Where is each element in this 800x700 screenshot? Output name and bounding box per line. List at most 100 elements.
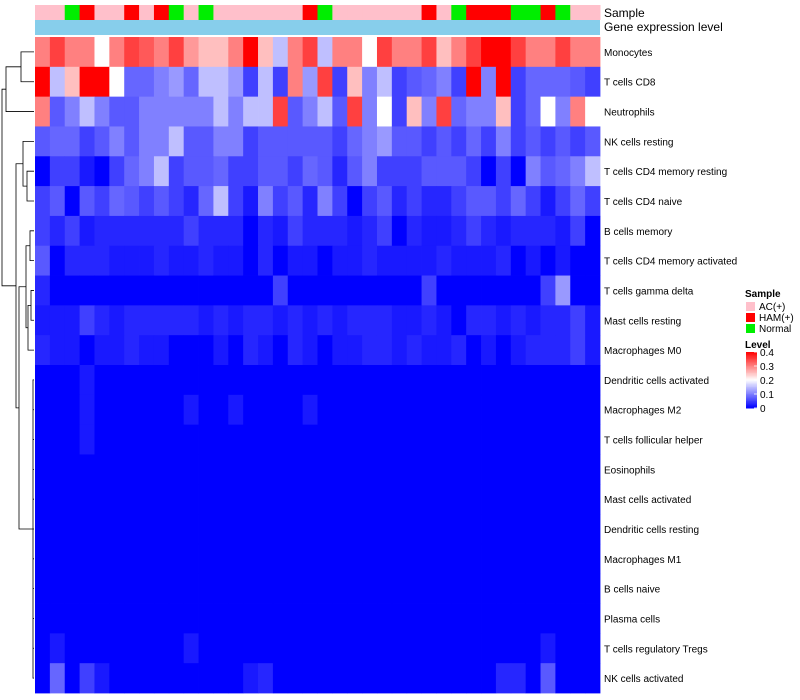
heatmap-cell: [406, 543, 422, 575]
heatmap-cell: [124, 573, 140, 604]
heatmap-cell: [317, 66, 333, 98]
heatmap-cell: [302, 126, 318, 157]
heatmap-cell: [332, 424, 348, 455]
heatmap-cell: [421, 305, 437, 336]
heatmap-cell: [540, 126, 556, 157]
heatmap-cell: [79, 215, 95, 247]
heatmap-cell: [466, 156, 482, 187]
heatmap-cell: [258, 96, 274, 127]
legend-level-gradient-step: [746, 387, 757, 389]
heatmap-cell: [258, 424, 274, 455]
heatmap-cell: [79, 573, 95, 604]
heatmap-cell: [570, 275, 586, 306]
heatmap-cell: [510, 245, 527, 276]
row-label: B cells memory: [604, 227, 672, 238]
heatmap-cell: [317, 514, 333, 545]
heatmap-cell: [391, 156, 408, 187]
heatmap-cell: [198, 215, 214, 247]
heatmap-cell: [406, 603, 422, 634]
heatmap-cell: [302, 186, 318, 217]
dendrogram-branch: [1, 88, 16, 287]
sample-annotation-cell: [436, 5, 452, 20]
sample-annotation-cell: [525, 5, 542, 20]
heatmap-cell: [406, 335, 422, 366]
heatmap-cell: [391, 275, 408, 306]
heatmap-cell: [391, 514, 408, 545]
heatmap-cell: [302, 156, 318, 187]
legend-level-tick-label: 0.1: [760, 390, 774, 401]
heatmap-cell: [555, 484, 571, 515]
heatmap-cell: [362, 663, 378, 694]
heatmap-cell: [570, 484, 586, 515]
heatmap-cell: [570, 37, 586, 68]
heatmap-cell: [64, 514, 81, 545]
heatmap-cell: [585, 603, 601, 634]
heatmap-cell: [198, 514, 214, 545]
heatmap-cell: [362, 603, 378, 634]
heatmap-cell: [198, 663, 214, 694]
heatmap-cell: [213, 37, 229, 68]
heatmap-cell: [302, 573, 318, 604]
heatmap-cell: [139, 663, 155, 694]
sample-annotation-cell: [168, 5, 185, 20]
heatmap-cell: [243, 335, 259, 366]
heatmap-cell: [228, 96, 244, 127]
heatmap-cell: [243, 454, 259, 485]
heatmap-cell: [585, 633, 601, 664]
heatmap-cell: [124, 663, 140, 694]
heatmap-cell: [481, 633, 497, 664]
heatmap-cell: [406, 66, 422, 98]
heatmap-cell: [481, 275, 497, 306]
heatmap-cell: [243, 603, 259, 634]
heatmap-cell: [510, 663, 527, 694]
heatmap-cell: [466, 543, 482, 575]
heatmap-cell: [362, 573, 378, 604]
legend-level-gradient-step: [746, 399, 757, 402]
sample-annotation-cell: [347, 5, 363, 20]
heatmap-cell: [495, 215, 512, 247]
heatmap-cell: [376, 484, 393, 515]
heatmap-cell: [139, 543, 155, 575]
heatmap-cell: [540, 663, 556, 694]
heatmap-cell: [510, 96, 527, 127]
heatmap-cell: [64, 543, 81, 575]
heatmap-cell: [258, 186, 274, 217]
heatmap-cell: [421, 454, 437, 485]
heatmap-cell: [183, 484, 199, 515]
heatmap-cell: [347, 305, 363, 336]
sample-annotation-cell: [183, 5, 200, 20]
heatmap-cell: [347, 484, 363, 515]
heatmap-cell: [213, 454, 229, 485]
heatmap-cell: [168, 305, 185, 336]
heatmap-cell: [510, 365, 527, 396]
heatmap-cell: [540, 335, 556, 366]
heatmap-cell: [168, 245, 185, 276]
heatmap-cell: [347, 335, 363, 366]
heatmap-cell: [168, 186, 185, 217]
heatmap-cell: [332, 215, 348, 247]
heatmap-cell: [317, 37, 333, 68]
heatmap-cell: [540, 275, 556, 306]
heatmap-cell: [540, 66, 556, 98]
heatmap-cell: [525, 215, 541, 247]
row-label: T cells gamma delta: [604, 286, 694, 297]
heatmap-cell: [570, 394, 586, 426]
sample-annotation-cell: [451, 5, 467, 20]
gene-expression-bar: [35, 20, 600, 35]
heatmap-cell: [35, 573, 51, 604]
heatmap-cell: [555, 663, 571, 694]
heatmap-cell: [421, 603, 437, 634]
heatmap-cell: [302, 66, 318, 98]
heatmap-cell: [466, 365, 482, 396]
dendrogram-branch: [5, 66, 34, 112]
heatmap-cell: [540, 365, 556, 396]
heatmap-cell: [183, 305, 199, 336]
heatmap-cell: [347, 633, 363, 664]
heatmap-cell: [258, 126, 274, 157]
heatmap-cell: [510, 454, 527, 485]
heatmap-cell: [243, 245, 259, 276]
heatmap-cell: [495, 37, 512, 68]
heatmap-cell: [555, 245, 571, 276]
heatmap-cell: [362, 484, 378, 515]
sample-annotation-cell: [198, 5, 214, 20]
